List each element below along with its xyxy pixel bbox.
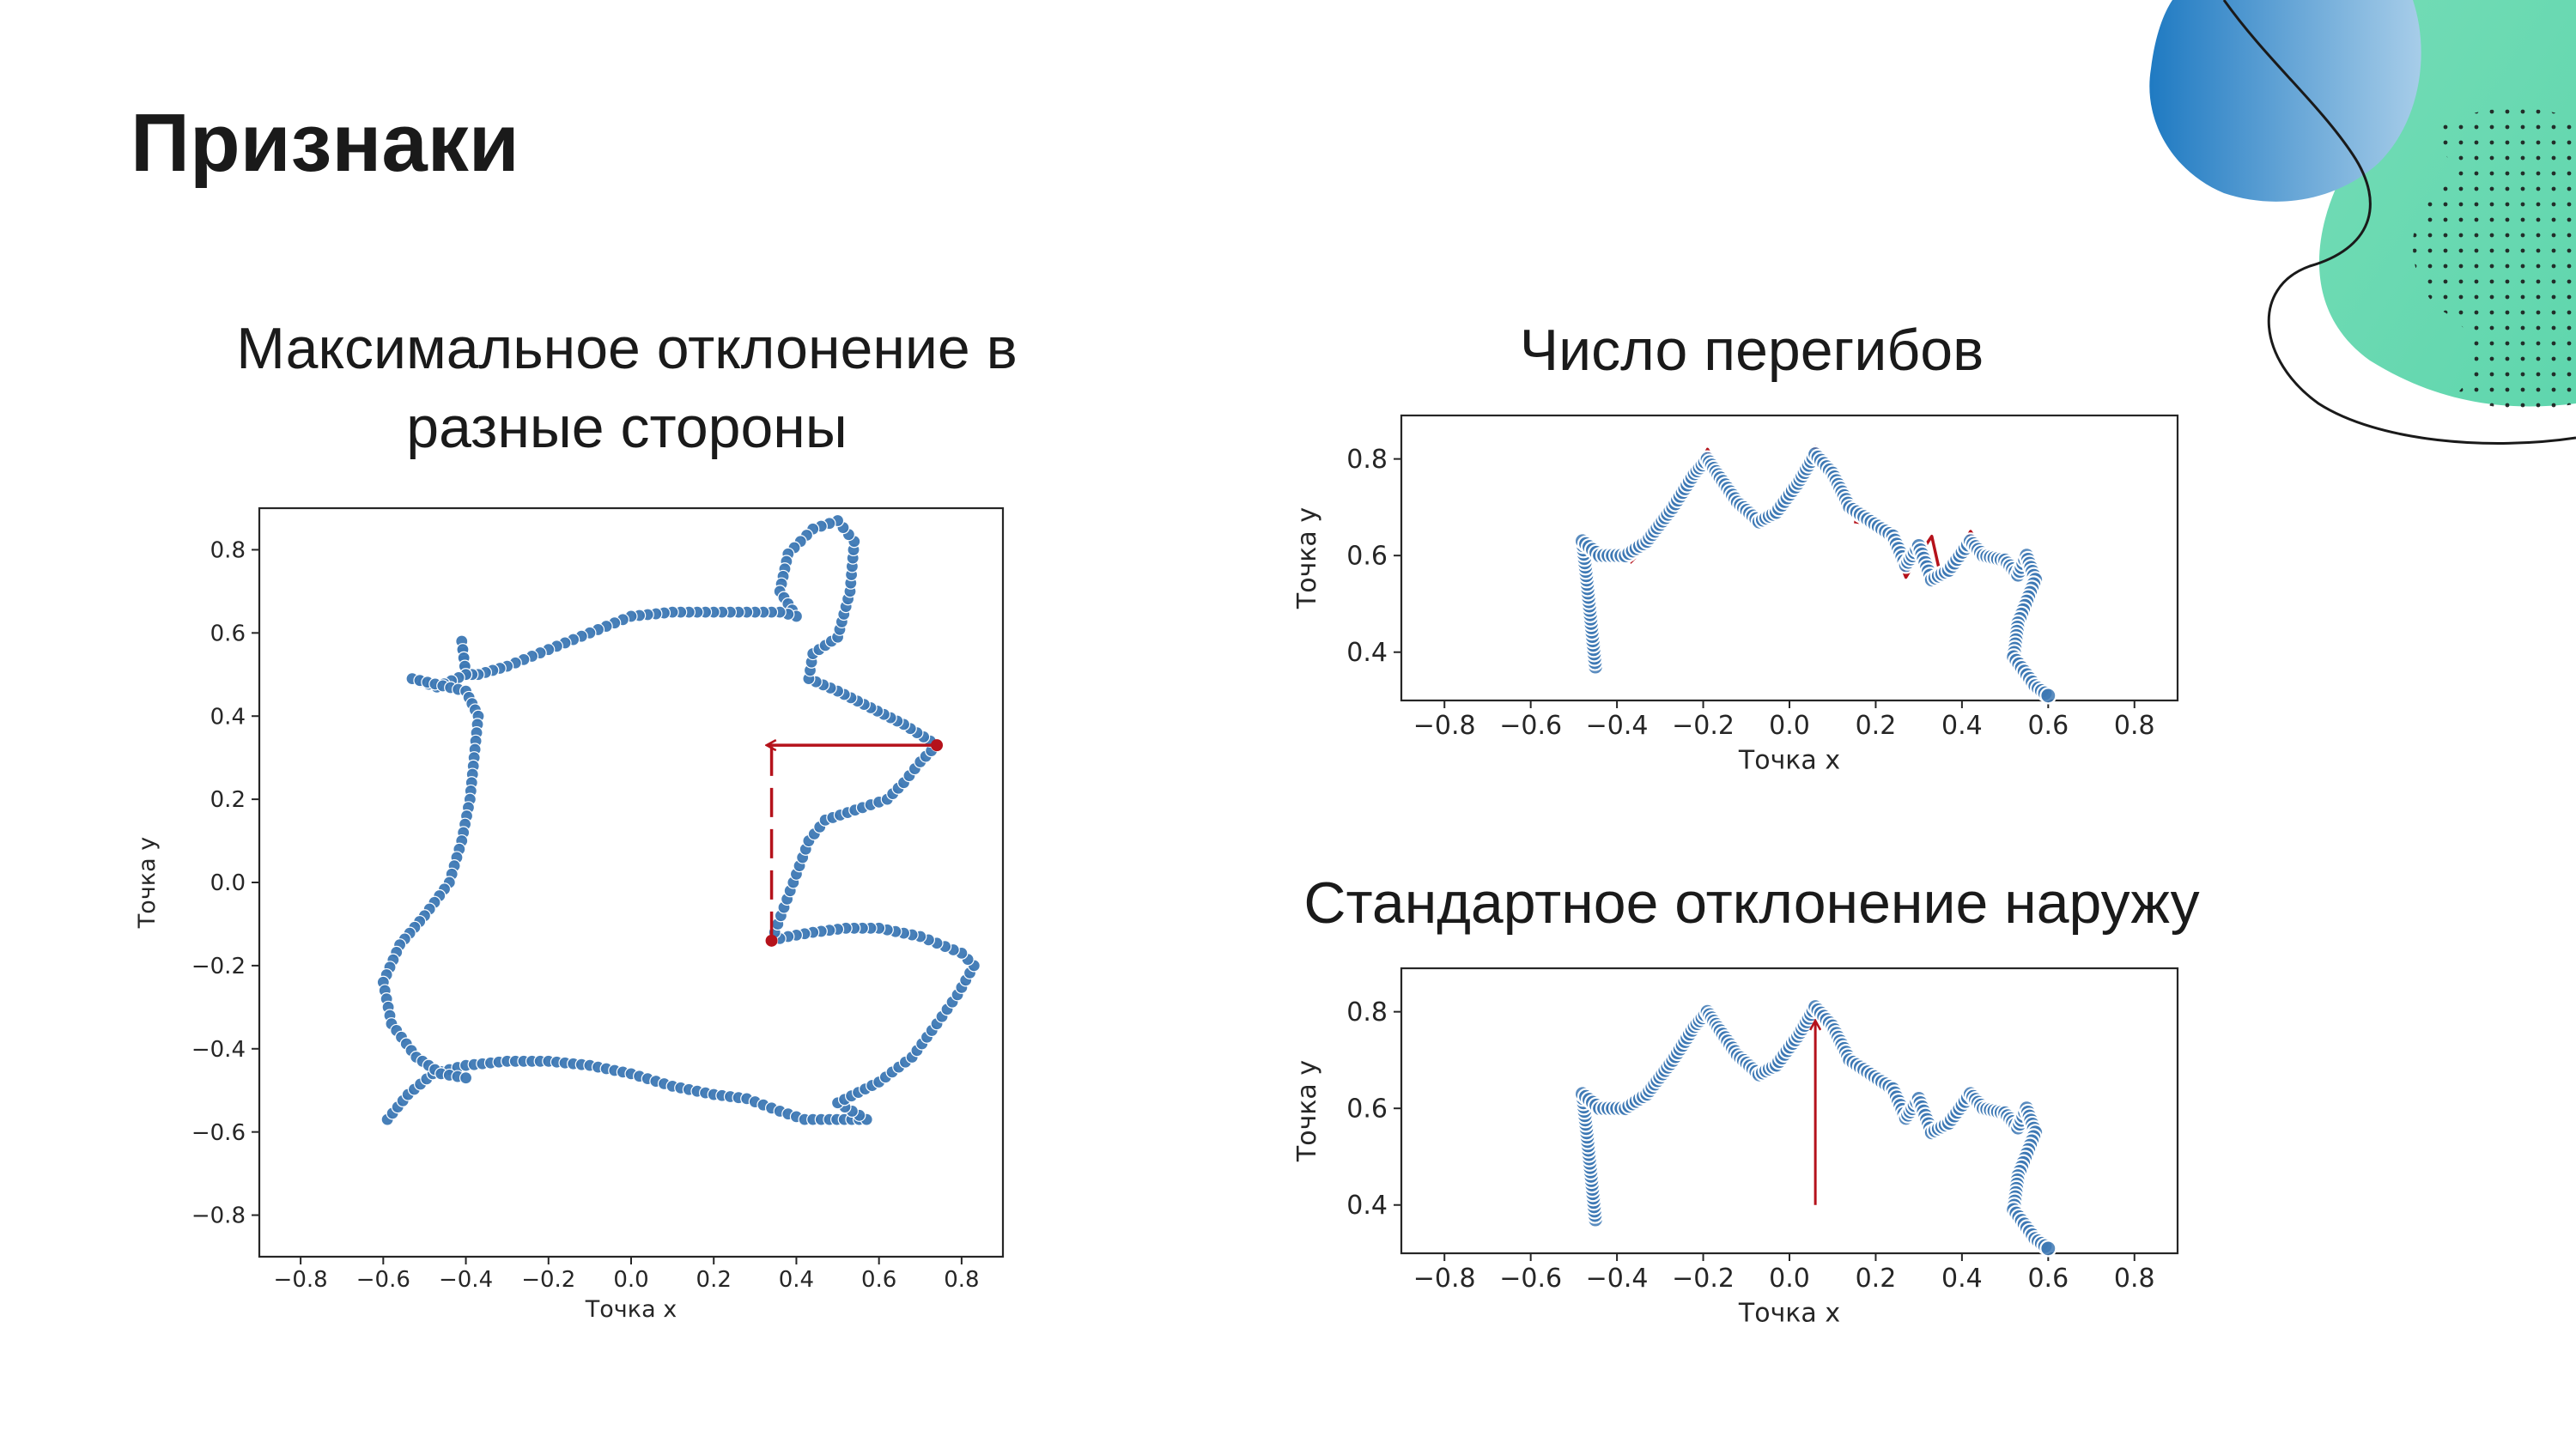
x-tick-label: −0.8 [274,1267,328,1293]
blue-blob-shape [2149,0,2421,202]
std-outward-scatter-chart: −0.8 −0.6 −0.4 −0.2 0.0 0.2 0.4 0.6 0.8 0.4 0.6 0.8… [1292,967,2179,1329]
y-axis-label: Точка y [1292,507,1322,609]
right-bottom-section-title: Стандартное отклонение наружу [1303,870,2200,936]
data-point [2039,687,2057,705]
x-tick-label: −0.6 [1499,1264,1562,1294]
x-tick-label: 0.4 [1941,1264,1983,1294]
x-tick-label: −0.8 [1413,711,1476,741]
x-tick-label: 0.6 [2027,711,2069,741]
x-axis-label: Точка x [1738,746,1840,776]
x-tick-label: 0.8 [2114,1264,2155,1294]
y-tick-label: 0.4 [210,704,246,730]
x-tick-label: 0.6 [2027,1264,2069,1294]
data-point [459,1071,473,1085]
x-tick-label: 0.0 [1769,1264,1810,1294]
y-axis-label: Точка y [1292,1060,1322,1162]
y-axis-label: Точка y [134,837,161,929]
x-tick-label: 0.2 [696,1267,732,1293]
x-tick-label: 0.8 [944,1267,979,1293]
x-tick-label: 0.8 [2114,711,2155,741]
plot-frame [1400,414,2179,702]
x-tick-label: 0.4 [779,1267,814,1293]
x-tick-label: 0.0 [613,1267,648,1293]
y-tick-label: 0.4 [1346,1191,1388,1221]
plot-frame [258,506,1005,1258]
x-tick-label: −0.2 [1672,1264,1735,1294]
x-axis-label: Точка x [1738,1299,1840,1329]
slide-title: Признаки [131,97,519,189]
y-tick-label: 0.8 [1346,445,1388,475]
x-tick-label: 0.0 [1769,711,1810,741]
x-tick-label: 0.2 [1856,1264,1897,1294]
inflections-scatter-chart: −0.8 −0.6 −0.4 −0.2 0.0 0.2 0.4 0.6 0.8 0.4 0.6 0.8… [1292,414,2179,776]
y-tick-label: 0.4 [1346,638,1388,668]
plot-frame [1400,967,2179,1255]
x-tick-label: −0.4 [1586,1264,1649,1294]
x-tick-label: −0.2 [1672,711,1735,741]
y-tick-label: 0.2 [210,787,246,813]
y-tick-label: 0.6 [1346,542,1388,572]
y-tick-label: −0.8 [191,1203,246,1229]
left-section-title: Максимальное отклонение в разные стороны [236,316,1018,460]
x-tick-label: 0.6 [861,1267,896,1293]
y-tick-label: −0.2 [191,954,246,979]
x-tick-label: −0.4 [439,1267,493,1293]
annotation-endpoint [765,934,778,947]
x-tick-label: 0.2 [1856,711,1897,741]
dot-pattern-shape [2413,108,2576,409]
x-tick-label: −0.6 [356,1267,410,1293]
annotation-endpoint [931,739,944,752]
x-tick-label: −0.6 [1499,711,1562,741]
data-point [2039,1240,2057,1258]
y-tick-label: 0.8 [1346,997,1388,1028]
x-tick-label: −0.8 [1413,1264,1476,1294]
deviation-scatter-chart: −0.8 −0.6 −0.4 −0.2 0.0 0.2 0.4 0.6 0.8 −0.8 −0.6 −… [134,506,1005,1323]
x-tick-label: −0.4 [1586,711,1649,741]
curve-line-shape [2222,0,2576,445]
y-tick-label: −0.6 [191,1120,246,1146]
y-tick-label: 0.8 [210,538,246,564]
x-axis-label: Точка x [585,1296,677,1323]
x-tick-label: 0.4 [1941,711,1983,741]
y-tick-label: 0.0 [210,870,246,896]
y-tick-label: −0.4 [191,1037,246,1063]
right-top-section-title: Число перегибов [1519,318,1984,383]
y-tick-label: 0.6 [210,621,246,646]
y-tick-label: 0.6 [1346,1094,1388,1125]
x-tick-label: −0.2 [521,1267,575,1293]
